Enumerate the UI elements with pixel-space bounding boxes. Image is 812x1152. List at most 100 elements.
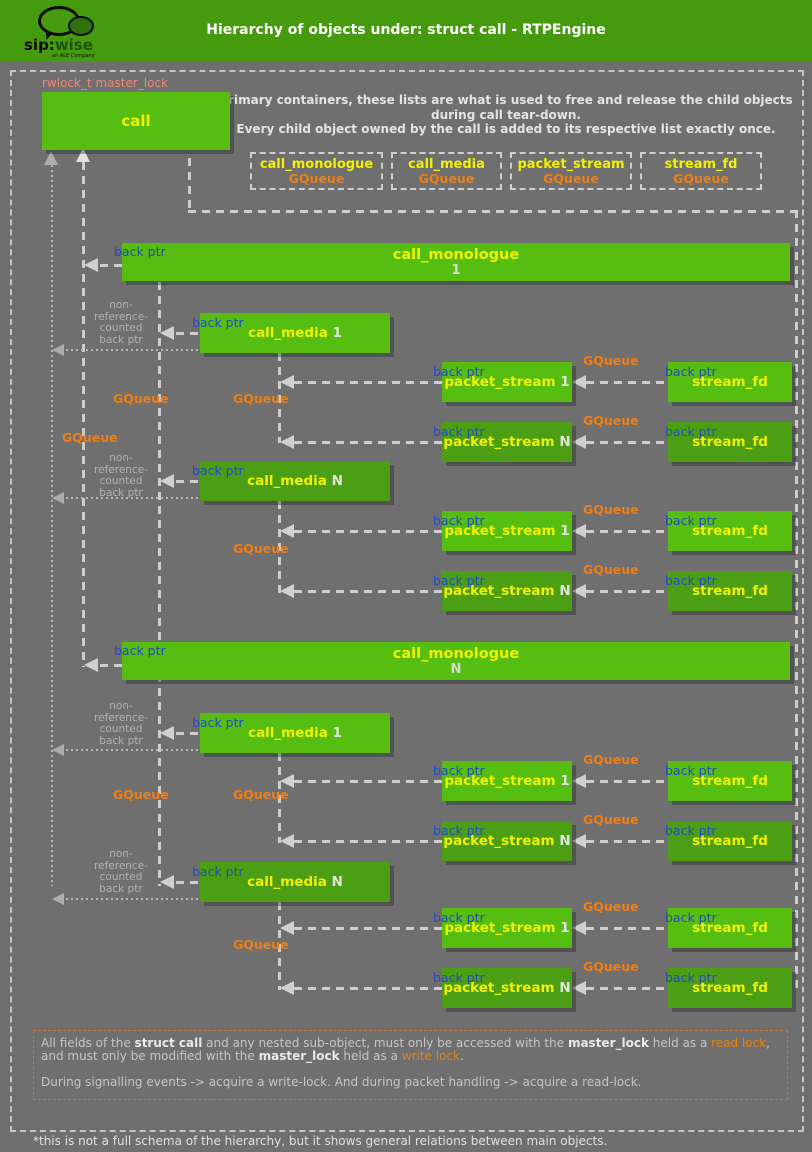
media1-stream-queue-line <box>278 353 281 443</box>
left-arrowhead-icon <box>280 584 294 598</box>
gqueue-label: GQueue <box>583 752 639 767</box>
queue-arrow-line <box>294 927 442 930</box>
left-arrowhead-icon <box>572 774 586 788</box>
non-ref-label: non-reference-counted back ptr <box>94 848 148 895</box>
container-call-monologue-list: call_monologue GQueue <box>250 152 383 190</box>
gqueue-label: GQueue <box>583 502 639 517</box>
container-packet-stream-list: packet_stream GQueue <box>510 152 632 190</box>
back-ptr-label: back ptr <box>433 573 485 588</box>
header-bar: sip:wise an ALE Company Hierarchy of obj… <box>0 0 812 62</box>
stream-fd-feeder-line <box>795 210 798 990</box>
back-ptr-label: back ptr <box>192 715 244 730</box>
back-ptr-label: back ptr <box>665 970 717 985</box>
back-ptr-label: back ptr <box>665 763 717 778</box>
box-stream-fd: stream_fd <box>668 908 792 948</box>
master-lock-label: rwlock_t master_lock <box>42 76 169 90</box>
backptr-arrow-line <box>176 480 200 483</box>
back-ptr-label: back ptr <box>433 513 485 528</box>
back-ptr-label: back ptr <box>665 513 717 528</box>
container-call-media-list: call_media GQueue <box>391 152 502 190</box>
box-stream-fd: stream_fd <box>668 362 792 402</box>
left-arrowhead-icon <box>84 258 98 272</box>
gqueue-label: GQueue <box>233 541 289 556</box>
left-arrowhead-icon <box>52 492 64 504</box>
backptr-arrow-line <box>176 732 200 735</box>
queue-arrow-line <box>294 780 442 783</box>
back-ptr-label: back ptr <box>433 970 485 985</box>
gqueue-label: GQueue <box>113 391 169 406</box>
left-arrowhead-icon <box>160 474 174 488</box>
lock-note-box: All fields of the struct call and any ne… <box>33 1030 788 1100</box>
speech-bubble-small-icon <box>68 16 94 36</box>
queue-arrow-line <box>294 987 442 990</box>
back-ptr-label: back ptr <box>433 424 485 439</box>
page-title: Hierarchy of objects under: struct call … <box>206 22 606 38</box>
back-ptr-label: back ptr <box>665 573 717 588</box>
back-ptr-label: back ptr <box>433 910 485 925</box>
media-backptr-line <box>158 282 161 886</box>
footer-note: *this is not a full schema of the hierar… <box>33 1134 608 1148</box>
box-call-media-1: call_media 1 <box>200 313 390 353</box>
box-packet-stream-1: packet_stream 1 <box>442 908 572 948</box>
gqueue-label: GQueue <box>233 937 289 952</box>
box-stream-fd: stream_fd <box>668 821 792 861</box>
queue-arrow-line <box>294 590 442 593</box>
gqueue-label: GQueue <box>583 812 639 827</box>
nonref-arrow-line <box>66 898 200 900</box>
back-ptr-label: back ptr <box>192 463 244 478</box>
gqueue-label: GQueue <box>583 899 639 914</box>
box-stream-fd: stream_fd <box>668 571 792 611</box>
nonref-backptr-line <box>51 165 53 886</box>
queue-arrow-line <box>294 441 442 444</box>
gqueue-label: GQueue <box>233 787 289 802</box>
left-arrowhead-icon <box>280 921 294 935</box>
monologue-backptr-line <box>82 162 85 667</box>
back-ptr-label: back ptr <box>114 244 166 259</box>
non-ref-label: non-reference-counted back ptr <box>94 700 148 747</box>
box-call-media-n: call_media N <box>200 862 390 902</box>
left-arrowhead-icon <box>160 326 174 340</box>
box-call-monologue-1: call_monologue 1 <box>122 243 790 281</box>
gqueue-label: GQueue <box>583 562 639 577</box>
box-packet-stream-n: packet_stream N <box>442 571 572 611</box>
left-arrowhead-icon <box>280 981 294 995</box>
queue-arrow-line <box>294 840 442 843</box>
box-call-monologue-n: call_monologue N <box>122 642 790 680</box>
left-arrowhead-icon <box>52 344 64 356</box>
gqueue-label: GQueue <box>583 413 639 428</box>
logo-subtitle: an ALE Company <box>52 53 95 59</box>
left-arrowhead-icon <box>572 834 586 848</box>
primary-containers-note: Primary containers, these lists are what… <box>219 93 793 136</box>
logo-wordmark: sip:wise <box>24 36 93 54</box>
nonref-arrow-line <box>66 497 200 499</box>
box-call-media-1: call_media 1 <box>200 713 390 753</box>
back-ptr-label: back ptr <box>114 643 166 658</box>
box-packet-stream-n: packet_stream N <box>442 968 572 1008</box>
back-ptr-label: back ptr <box>665 364 717 379</box>
non-ref-label: non-reference-counted back ptr <box>94 299 148 346</box>
box-stream-fd: stream_fd <box>668 761 792 801</box>
up-arrowhead-icon <box>44 151 58 165</box>
back-ptr-label: back ptr <box>192 315 244 330</box>
box-packet-stream-1: packet_stream 1 <box>442 511 572 551</box>
box-packet-stream-1: packet_stream 1 <box>442 761 572 801</box>
left-arrowhead-icon <box>572 375 586 389</box>
non-ref-label: non-reference-counted back ptr <box>94 452 148 499</box>
box-call: call <box>42 92 230 150</box>
sipwise-logo: sip:wise an ALE Company <box>24 4 134 60</box>
left-arrowhead-icon <box>572 524 586 538</box>
mediaN-stream-queue-line <box>278 501 281 593</box>
gqueue-label: GQueue <box>583 959 639 974</box>
back-ptr-label: back ptr <box>433 823 485 838</box>
back-ptr-label: back ptr <box>665 910 717 925</box>
up-arrowhead-icon <box>76 148 90 162</box>
left-arrowhead-icon <box>52 744 64 756</box>
queue-arrow-line <box>294 530 442 533</box>
backptr-arrow-line <box>176 332 200 335</box>
box-stream-fd: stream_fd <box>668 511 792 551</box>
backptr-arrow-line <box>100 264 122 267</box>
left-arrowhead-icon <box>280 375 294 389</box>
container-stream-fd-list: stream_fd GQueue <box>640 152 762 190</box>
gqueue-label: GQueue <box>233 391 289 406</box>
